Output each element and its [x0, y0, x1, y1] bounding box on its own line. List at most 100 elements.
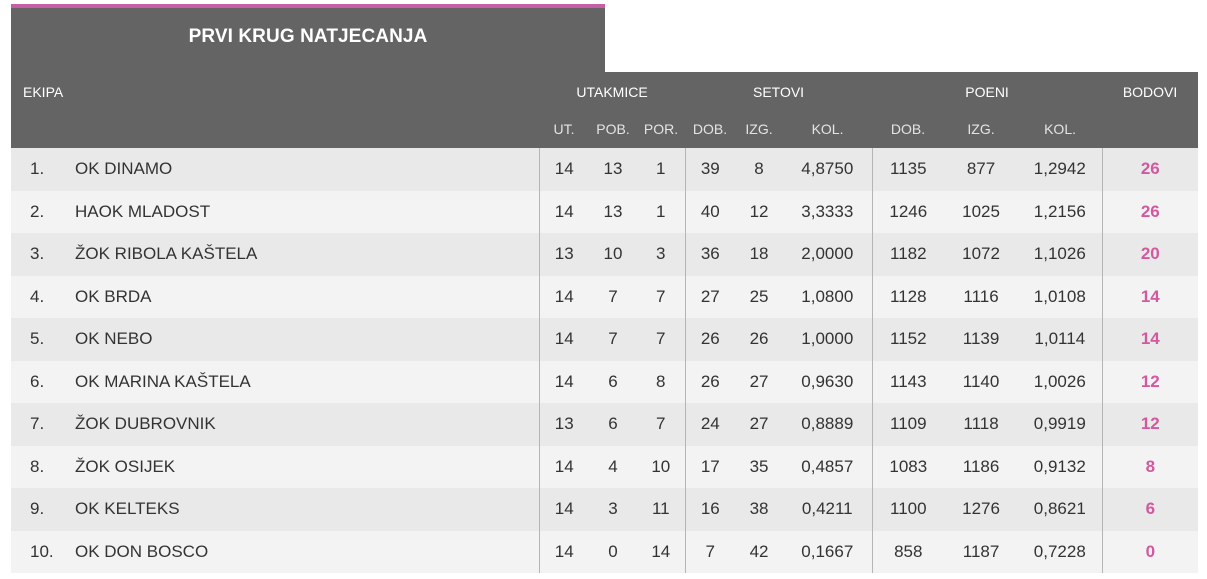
cell-bodovi: 12 [1101, 403, 1199, 446]
team-name: HAOK MLADOST [75, 201, 211, 221]
cell-poe-kol: 0,9919 [1033, 414, 1086, 434]
cell-poe-dob: 1109 [871, 403, 945, 446]
cell-bodovi: 12 [1101, 360, 1199, 403]
table-row: 2. HAOK MLADOST 14 13 1 40 12 3,3333 1246 1025 1,2… [11, 190, 1199, 233]
cell-poe-kol: 0,8621 [1033, 499, 1086, 519]
cell-pob: 13 [603, 201, 623, 221]
standings-widget: PRVI KRUG NATJECANJA EKIPA UTAKMICE SETO… [11, 4, 1199, 573]
cell-poe-kol: 1,0108 [1033, 286, 1086, 306]
cell-poe-izg: 877 [966, 159, 996, 179]
col-header-poeni: POENI [965, 84, 1009, 100]
team-name: ŽOK DUBROVNIK [75, 414, 216, 434]
cell-poe-dob: 858 [871, 530, 945, 573]
cell-poe-dob: 1100 [871, 488, 945, 531]
cell-poe-dob: 1083 [871, 445, 945, 488]
cell-poe-izg: 1072 [962, 244, 1000, 264]
standings-table: EKIPA UTAKMICE SETOVI POENI BODOVI UT. P… [11, 72, 1199, 573]
subheader-pob: POB. [596, 121, 630, 137]
cell-pob: 7 [608, 286, 618, 306]
rank-cell: 4. [30, 286, 45, 306]
table-row: 4. OK BRDA 14 7 7 27 25 1,0800 1128 1116 1,0108 14 [11, 275, 1199, 318]
cell-ut: 14 [538, 445, 590, 488]
table-row: 3. ŽOK RIBOLA KAŠTELA 13 10 3 36 18 2,0000 1182 1… [11, 233, 1199, 276]
standings-body: 1. OK DINAMO 14 13 1 39 8 4,8750 1135 877 1,2942 26… [11, 148, 1199, 573]
cell-por: 7 [656, 286, 666, 306]
cell-ut: 13 [538, 233, 590, 276]
rank-cell: 3. [30, 244, 45, 264]
cell-poe-dob: 1135 [871, 148, 945, 191]
subheader-por: POR. [643, 121, 679, 137]
cell-bodovi: 26 [1101, 148, 1199, 191]
cell-poe-izg: 1025 [962, 201, 1000, 221]
cell-ut: 14 [538, 318, 590, 361]
cell-ut: 14 [538, 360, 590, 403]
rank-cell: 10. [30, 541, 54, 561]
cell-set-izg: 18 [749, 244, 769, 264]
cell-bodovi: 0 [1101, 530, 1199, 573]
team-name: ŽOK RIBOLA KAŠTELA [75, 244, 258, 264]
cell-set-dob: 40 [684, 190, 736, 233]
cell-por: 8 [656, 371, 666, 391]
cell-ut: 14 [538, 190, 590, 233]
cell-poe-kol: 1,0026 [1033, 371, 1086, 391]
cell-pob: 7 [608, 329, 618, 349]
rank-cell: 6. [30, 371, 45, 391]
team-name: OK DON BOSCO [75, 541, 209, 561]
cell-poe-dob: 1152 [871, 318, 945, 361]
table-row: 5. OK NEBO 14 7 7 26 26 1,0000 1152 1139 1,0114 14 [11, 318, 1199, 361]
subheader-set-izg: IZG. [745, 121, 773, 137]
cell-bodovi: 8 [1101, 445, 1199, 488]
cell-bodovi: 20 [1101, 233, 1199, 276]
cell-set-kol: 0,1667 [801, 541, 854, 561]
rank-cell: 8. [30, 456, 45, 476]
cell-set-kol: 0,8889 [801, 414, 854, 434]
cell-set-dob: 16 [684, 488, 736, 531]
subheader-set-dob: DOB. [692, 121, 728, 137]
table-row: 9. OK KELTEKS 14 3 11 16 38 0,4211 1100 1276 0,862… [11, 488, 1199, 531]
cell-set-kol: 4,8750 [801, 159, 854, 179]
cell-set-dob: 26 [684, 360, 736, 403]
cell-poe-dob: 1246 [871, 190, 945, 233]
cell-por: 7 [656, 329, 666, 349]
cell-set-izg: 12 [749, 201, 769, 221]
col-header-bodovi: BODOVI [1122, 84, 1178, 100]
cell-set-dob: 36 [684, 233, 736, 276]
cell-poe-izg: 1118 [963, 414, 999, 434]
cell-pob: 6 [608, 371, 618, 391]
table-row: 8. ŽOK OSIJEK 14 4 10 17 35 0,4857 1083 1186 0,913… [11, 445, 1199, 488]
cell-bodovi: 14 [1101, 275, 1199, 318]
cell-set-izg: 27 [749, 414, 769, 434]
col-header-setovi: SETOVI [752, 84, 805, 100]
cell-pob: 3 [608, 499, 618, 519]
cell-poe-dob: 1128 [871, 275, 945, 318]
team-name: OK BRDA [75, 286, 152, 306]
cell-poe-kol: 1,1026 [1033, 244, 1086, 264]
table-row: 6. OK MARINA KAŠTELA 14 6 8 26 27 0,9630 1143 114… [11, 360, 1199, 403]
team-name: OK NEBO [75, 329, 153, 349]
cell-set-kol: 1,0000 [801, 329, 854, 349]
cell-ut: 14 [538, 148, 590, 191]
team-name: ŽOK OSIJEK [75, 456, 176, 476]
cell-set-dob: 26 [684, 318, 736, 361]
cell-set-dob: 39 [684, 148, 736, 191]
cell-set-izg: 38 [749, 499, 769, 519]
cell-por: 14 [651, 541, 671, 561]
team-name: OK DINAMO [75, 159, 173, 179]
cell-poe-dob: 1182 [871, 233, 945, 276]
rank-cell: 7. [30, 414, 45, 434]
cell-set-kol: 2,0000 [801, 244, 854, 264]
cell-pob: 10 [603, 244, 623, 264]
table-row: 7. ŽOK DUBROVNIK 13 6 7 24 27 0,8889 1109 1118 0,9… [11, 403, 1199, 446]
cell-set-dob: 17 [684, 445, 736, 488]
cell-set-izg: 25 [749, 286, 769, 306]
cell-poe-izg: 1187 [962, 541, 1000, 561]
cell-poe-izg: 1139 [962, 329, 1000, 349]
header-row-groups: EKIPA UTAKMICE SETOVI POENI BODOVI [11, 72, 1199, 110]
cell-ut: 13 [538, 403, 590, 446]
cell-poe-izg: 1116 [963, 286, 999, 306]
cell-set-izg: 8 [754, 159, 764, 179]
cell-set-kol: 1,0800 [801, 286, 854, 306]
subheader-poe-dob: DOB. [890, 121, 926, 137]
team-name: OK MARINA KAŠTELA [75, 371, 251, 391]
standings-title-tab: PRVI KRUG NATJECANJA [11, 4, 605, 72]
